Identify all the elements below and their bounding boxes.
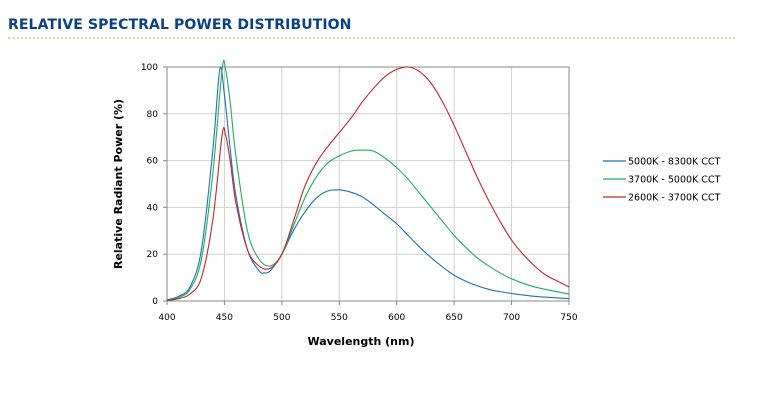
grid — [166, 66, 570, 302]
y-tick-label: 80 — [147, 110, 159, 120]
y-tick-label: 100 — [141, 63, 158, 73]
y-tick-label: 60 — [147, 157, 159, 167]
x-tick-label: 550 — [331, 313, 348, 323]
y-tick-label: 20 — [147, 250, 159, 260]
series-line-2 — [166, 66, 570, 302]
y-axis-title: Relative Radiant Power (%) — [112, 99, 125, 269]
x-axis-title: Wavelength (nm) — [308, 335, 415, 348]
x-tick-label: 650 — [446, 313, 463, 323]
legend-label: 5000K - 8300K CCT — [628, 157, 721, 168]
x-tick-label: 600 — [388, 313, 405, 323]
series-line-0 — [166, 66, 570, 301]
dotted-divider — [8, 37, 735, 39]
legend-label: 2600K - 3700K CCT — [628, 193, 721, 204]
y-tick-label: 0 — [152, 297, 158, 307]
y-tick-label: 40 — [147, 203, 159, 213]
section-title: RELATIVE SPECTRAL POWER DISTRIBUTION — [8, 17, 352, 33]
x-tick-label: 500 — [273, 313, 290, 323]
x-tick-label: 750 — [560, 313, 577, 323]
series-line-1 — [166, 59, 570, 301]
x-tick-label: 400 — [158, 313, 175, 323]
legend-label: 3700K - 5000K CCT — [628, 175, 721, 186]
x-tick-label: 700 — [503, 313, 520, 323]
x-tick-label: 450 — [216, 313, 233, 323]
plot-frame — [166, 66, 570, 302]
